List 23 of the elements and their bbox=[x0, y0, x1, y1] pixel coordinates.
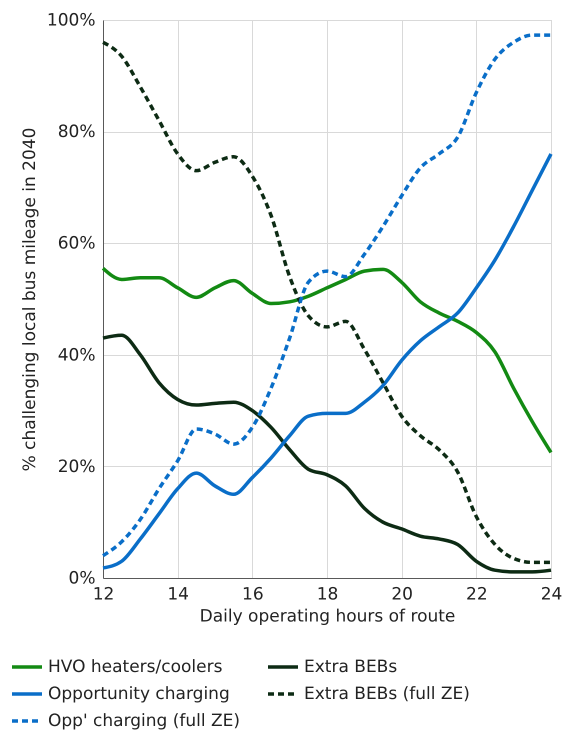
x-tick-label: 16 bbox=[242, 584, 264, 604]
y-tick-label: 40% bbox=[58, 345, 96, 366]
x-tick-label: 20 bbox=[391, 584, 413, 604]
x-tick-label: 22 bbox=[466, 584, 488, 604]
legend-label: Extra BEBs (full ZE) bbox=[304, 684, 470, 704]
legend-label: HVO heaters/coolers bbox=[48, 657, 223, 677]
legend-label: Opp' charging (full ZE) bbox=[48, 711, 240, 731]
line-series bbox=[101, 334, 553, 574]
x-tick-label: 18 bbox=[316, 584, 338, 604]
line-series bbox=[101, 152, 553, 570]
x-tick-label: 14 bbox=[167, 584, 189, 604]
legend-label: Extra BEBs bbox=[304, 657, 398, 677]
y-tick-label: 80% bbox=[58, 122, 96, 142]
x-axis-title: Daily operating hours of route bbox=[200, 606, 456, 626]
line-series bbox=[101, 266, 553, 454]
x-tick-label: 12 bbox=[92, 584, 114, 604]
y-axis-title: % challenging local bus mileage in 2040 bbox=[20, 128, 40, 472]
y-tick-label: 0% bbox=[68, 568, 96, 588]
x-tick-label: 24 bbox=[540, 584, 562, 604]
y-tick-label: 20% bbox=[58, 456, 96, 477]
y-tick-label: 60% bbox=[58, 234, 96, 254]
legend-label: Opportunity charging bbox=[48, 684, 230, 704]
y-tick-label: 100% bbox=[46, 10, 96, 30]
